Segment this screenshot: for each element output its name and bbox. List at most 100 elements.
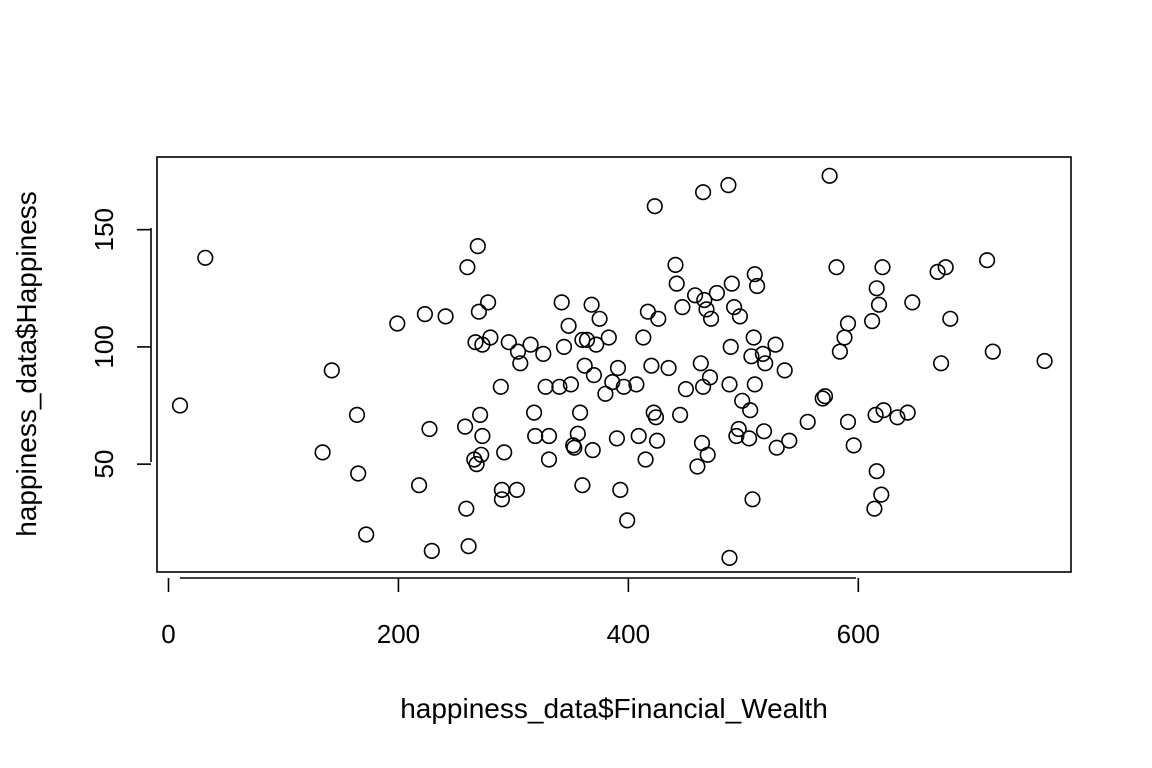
data-point <box>348 406 366 424</box>
data-point <box>474 427 491 445</box>
data-point <box>728 427 745 445</box>
data-point <box>768 439 785 456</box>
data-point <box>701 369 719 386</box>
y-tick-label: 100 <box>89 325 119 368</box>
data-point <box>525 404 543 421</box>
data-point <box>569 425 586 442</box>
data-point <box>560 317 577 334</box>
data-point <box>746 266 763 283</box>
data-point <box>628 376 645 393</box>
data-point <box>540 451 558 468</box>
data-point <box>839 413 857 431</box>
data-point <box>584 442 601 459</box>
data-point <box>612 481 629 499</box>
data-point <box>585 367 603 384</box>
data-point <box>899 404 916 421</box>
data-point <box>197 249 214 266</box>
data-point <box>458 500 475 517</box>
data-point <box>508 481 526 499</box>
data-point <box>493 481 511 499</box>
data-point <box>411 477 428 494</box>
data-point <box>978 252 996 269</box>
data-point <box>650 310 667 327</box>
data-point <box>555 338 573 356</box>
data-point <box>648 432 666 449</box>
data-point <box>314 444 331 461</box>
data-point <box>698 301 715 318</box>
data-point <box>929 263 946 281</box>
data-point <box>467 334 484 351</box>
data-point <box>694 378 712 395</box>
data-point <box>637 451 654 468</box>
data-point <box>821 167 838 184</box>
data-point <box>540 427 558 445</box>
data-point <box>615 378 632 395</box>
data-point <box>744 491 761 508</box>
y-tick-label: 50 <box>89 450 119 479</box>
data-point <box>472 406 489 424</box>
data-point <box>358 526 375 543</box>
data-point <box>423 542 440 560</box>
data-point <box>867 406 884 424</box>
data-point <box>868 280 885 297</box>
data-point <box>493 491 511 508</box>
data-point <box>740 430 758 447</box>
data-point <box>699 446 716 463</box>
data-point <box>767 336 784 353</box>
plot-box <box>156 156 1072 573</box>
data-point <box>708 284 726 302</box>
data-point <box>608 430 626 447</box>
data-point <box>421 420 438 438</box>
data-point <box>828 259 845 276</box>
data-point <box>482 329 499 346</box>
data-point <box>576 357 593 374</box>
data-point <box>600 329 617 346</box>
data-point <box>583 296 600 313</box>
data-point <box>660 359 677 377</box>
data-point <box>668 275 685 292</box>
data-point <box>496 444 513 461</box>
data-point <box>457 418 474 435</box>
data-point <box>468 456 485 473</box>
data-point <box>460 538 477 555</box>
data-point <box>904 294 921 311</box>
x-tick-label: 400 <box>607 619 650 649</box>
data-point <box>866 500 883 517</box>
data-point <box>686 287 704 304</box>
data-point <box>389 315 406 332</box>
data-point <box>416 306 434 323</box>
data-point <box>437 308 454 325</box>
data-point <box>470 303 488 320</box>
data-point <box>721 376 738 393</box>
data-point <box>722 338 739 356</box>
data-point <box>473 446 490 463</box>
data-point <box>781 432 798 449</box>
data-point <box>643 357 660 374</box>
data-point <box>647 409 665 426</box>
y-axis-title: happiness_data$Happiness <box>11 191 42 537</box>
data-point <box>839 315 857 332</box>
data-point <box>480 294 497 311</box>
data-point <box>745 329 762 346</box>
data-point <box>667 256 684 274</box>
data-point <box>588 336 605 353</box>
x-axis-ticks: 0 200 400 600 <box>161 578 880 649</box>
data-point <box>350 465 367 482</box>
data-point <box>604 374 621 391</box>
data-point <box>535 345 552 363</box>
data-point <box>831 343 849 360</box>
data-point <box>757 355 774 372</box>
data-point <box>942 310 959 327</box>
data-point <box>875 402 892 419</box>
data-point <box>689 458 706 475</box>
data-point <box>674 299 691 316</box>
data-point <box>619 512 636 529</box>
data-point <box>932 355 950 372</box>
data-point <box>692 355 709 372</box>
data-point <box>509 343 527 360</box>
data-point <box>836 329 853 346</box>
data-point <box>1036 352 1053 370</box>
data-point <box>755 423 773 440</box>
data-point <box>609 359 627 377</box>
